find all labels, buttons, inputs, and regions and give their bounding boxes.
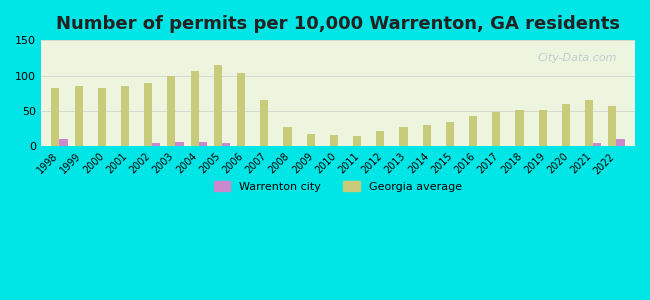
- Bar: [260, 100, 268, 146]
- Bar: [121, 86, 129, 146]
- Bar: [593, 143, 601, 146]
- Bar: [222, 143, 230, 146]
- Bar: [283, 127, 291, 146]
- Bar: [515, 110, 524, 146]
- Title: Number of permits per 10,000 Warrenton, GA residents: Number of permits per 10,000 Warrenton, …: [56, 15, 620, 33]
- Bar: [422, 125, 431, 146]
- Text: City-Data.com: City-Data.com: [538, 53, 618, 63]
- Bar: [376, 131, 384, 146]
- Bar: [585, 100, 593, 146]
- Bar: [446, 122, 454, 146]
- Bar: [152, 143, 161, 146]
- Bar: [214, 65, 222, 146]
- Bar: [190, 70, 199, 146]
- Legend: Warrenton city, Georgia average: Warrenton city, Georgia average: [209, 176, 467, 196]
- Bar: [616, 139, 625, 146]
- Bar: [176, 142, 183, 146]
- Bar: [75, 86, 83, 146]
- Bar: [353, 136, 361, 146]
- Bar: [98, 88, 106, 146]
- Bar: [608, 106, 616, 146]
- Bar: [562, 104, 570, 146]
- Bar: [59, 139, 68, 146]
- Bar: [492, 112, 500, 146]
- Bar: [307, 134, 315, 146]
- Bar: [400, 127, 408, 146]
- Bar: [144, 82, 152, 146]
- Bar: [167, 76, 176, 146]
- Bar: [199, 142, 207, 146]
- Bar: [469, 116, 477, 146]
- Bar: [539, 110, 547, 146]
- Bar: [330, 135, 338, 146]
- Bar: [51, 88, 59, 146]
- Bar: [237, 73, 245, 146]
